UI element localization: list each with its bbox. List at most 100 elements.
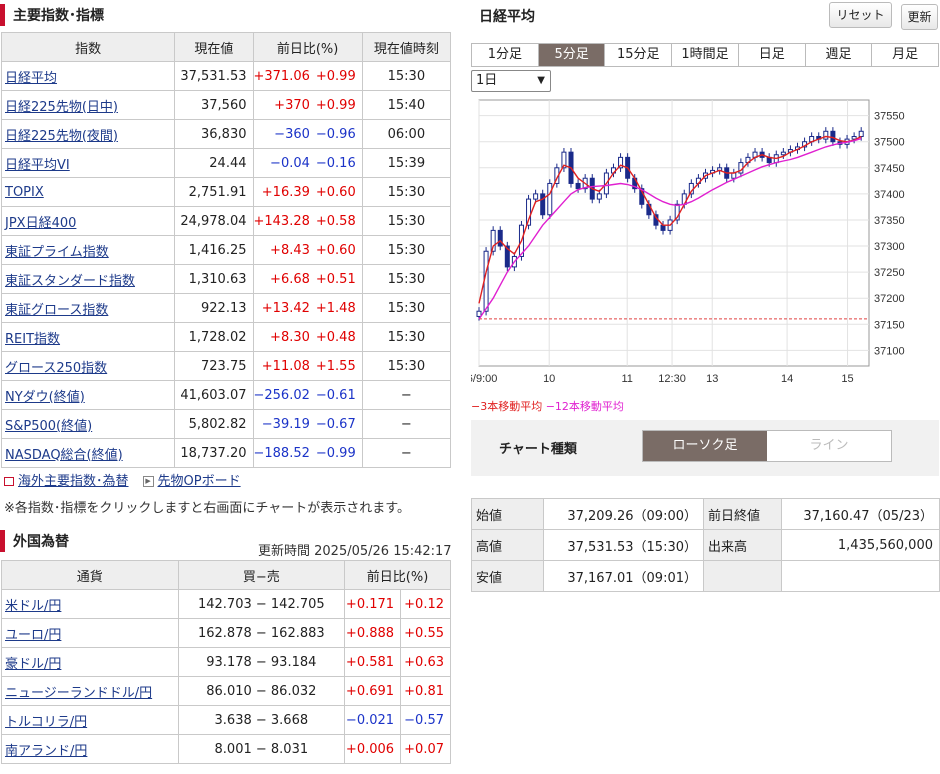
bid-ask: 8.001 − 8.031 (177, 734, 346, 764)
table-row[interactable]: 日経225先物(夜間) 36,830 −360 −0.96 06:00 (0, 119, 452, 149)
index-link[interactable]: JPX日経400 (5, 215, 77, 231)
index-value: 2,751.91 (174, 177, 254, 207)
fx-title: 外国為替 (13, 534, 69, 550)
tab-timeframe[interactable]: 5分足 (538, 44, 606, 66)
candle-type-button[interactable]: ローソク足 (643, 431, 767, 461)
index-time: − (361, 380, 452, 410)
table-row[interactable]: S&P500(終値) 5,802.82 −39.19 −0.67− (0, 409, 452, 439)
currency-link[interactable]: ニュージーランドドル/円 (5, 685, 153, 701)
index-link[interactable]: 日経平均VI (5, 157, 70, 173)
index-change: −39.19 (252, 409, 316, 439)
index-link[interactable]: 日経平均 (5, 70, 58, 86)
currency-link[interactable]: 米ドル/円 (5, 598, 62, 614)
indices-title: 主要指数･指標 (13, 8, 104, 24)
index-time: − (361, 409, 452, 439)
fx-change: −0.021 (344, 705, 402, 735)
table-row[interactable]: 東証プライム指数 1,416.25 +8.43 +0.60 15:30 (0, 235, 452, 265)
index-change-pct: +0.60 (315, 177, 363, 207)
table-row[interactable]: 日経平均 37,531.53 +371.06 +0.99 15:30 (0, 61, 452, 91)
table-row[interactable]: TOPIX 2,751.91 +16.39 +0.60 15:30 (0, 177, 452, 207)
prev-close-label: 前日終値 (703, 498, 782, 530)
table-row[interactable]: 東証グロース指数 922.13 +13.42 +1.48 15:30 (0, 293, 452, 323)
fx-update-time: 更新時間 2025/05/26 15:42:17 (258, 544, 452, 559)
table-row[interactable]: ユーロ/円 162.878 − 162.883 +0.888 +0.55 (1, 618, 451, 648)
index-change: +16.39 (252, 177, 316, 207)
index-change: −256.02 (252, 380, 316, 410)
currency-link[interactable]: 豪ドル/円 (5, 656, 62, 672)
index-time: 15:30 (361, 206, 452, 236)
index-link[interactable]: NYダウ(終値) (5, 389, 85, 405)
chart-type-toggle: ローソク足 ライン (642, 430, 892, 462)
col-header-bidask: 買−売 (177, 560, 346, 590)
table-row[interactable]: グロース250指数 723.75 +11.08 +1.55 15:30 (0, 351, 452, 381)
table-row[interactable]: ニュージーランドドル/円 86.010 − 86.032 +0.691 +0.81 (1, 676, 451, 706)
currency-name-cell: トルコリラ/円 (1, 705, 179, 735)
index-change-pct: +0.99 (315, 90, 363, 120)
fx-change-pct: +0.55 (400, 618, 451, 648)
range-select[interactable]: 1日 ▼ (471, 70, 551, 92)
tab-timeframe[interactable]: 日足 (738, 44, 806, 66)
tab-timeframe[interactable]: 1時間足 (672, 44, 739, 66)
sub-links: 海外主要指数･為替 ▶ 先物OPボード (4, 470, 241, 489)
futures-board-link[interactable]: 先物OPボード (157, 474, 241, 489)
range-select-value: 1日 (476, 73, 498, 88)
y-tick-label: 37250 (874, 267, 905, 279)
index-link[interactable]: グロース250指数 (5, 360, 108, 376)
reset-button[interactable]: リセット (829, 2, 892, 28)
x-tick-label: 11 (621, 373, 632, 385)
table-row[interactable]: REIT指数 1,728.02 +8.30 +0.48 15:30 (0, 322, 452, 352)
currency-link[interactable]: トルコリラ/円 (5, 714, 88, 730)
table-row[interactable]: NASDAQ総合(終値) 18,737.20 −188.52 −0.99− (0, 438, 452, 468)
currency-name-cell: 豪ドル/円 (1, 647, 179, 677)
candle-body (674, 203, 680, 221)
table-row[interactable]: 日経平均VI 24.44 −0.04 −0.16 15:39 (0, 148, 452, 178)
table-row[interactable]: JPX日経400 24,978.04 +143.28 +0.58 15:30 (0, 206, 452, 236)
intraday-chart: 37550 37500 37450 37400 37350 37300 37250 37200… (471, 99, 905, 385)
currency-link[interactable]: 南アランド/円 (5, 743, 88, 759)
fx-change: +0.888 (344, 618, 402, 648)
fx-change: +0.006 (344, 734, 402, 764)
candle-body (639, 188, 645, 205)
tab-timeframe[interactable]: 15分足 (605, 44, 673, 66)
y-tick-label: 37350 (874, 215, 905, 227)
index-link[interactable]: 東証スタンダード指数 (5, 273, 136, 289)
indices-header: 主要指数･指標 (0, 3, 104, 27)
tab-timeframe[interactable]: 1分足 (472, 44, 539, 66)
table-row[interactable]: NYダウ(終値) 41,603.07 −256.02 −0.61− (0, 380, 452, 410)
refresh-button[interactable]: 更新 (901, 4, 938, 30)
chart-legend: −3本移動平均 −12本移動平均 (471, 398, 624, 414)
index-change-pct: +0.48 (315, 322, 363, 352)
chevron-down-icon: ▼ (537, 75, 545, 86)
table-row[interactable]: 日経225先物(日中) 37,560 +370 +0.99 15:40 (0, 90, 452, 120)
index-link[interactable]: NASDAQ総合(終値) (5, 447, 123, 463)
table-row[interactable]: 南アランド/円 8.001 − 8.031 +0.006 +0.07 (1, 734, 451, 764)
index-link[interactable]: REIT指数 (5, 331, 61, 347)
index-change: +11.08 (252, 351, 316, 381)
index-time: 15:30 (361, 235, 452, 265)
index-value: 37,560 (174, 90, 254, 120)
index-link[interactable]: 東証プライム指数 (5, 244, 109, 260)
chart-type-label: チャート種類 (499, 442, 577, 457)
index-value: 5,802.82 (174, 409, 254, 439)
tab-timeframe[interactable]: 週足 (805, 44, 873, 66)
tab-timeframe[interactable]: 月足 (872, 44, 939, 66)
index-link[interactable]: TOPIX (5, 184, 44, 200)
candle-body (823, 130, 829, 140)
index-link[interactable]: 日経225先物(夜間) (5, 128, 118, 144)
index-change: +13.42 (252, 293, 316, 323)
line-type-button[interactable]: ライン (809, 438, 849, 453)
index-change-pct: −0.99 (315, 438, 363, 468)
index-value: 1,310.63 (174, 264, 254, 294)
table-row[interactable]: 豪ドル/円 93.178 − 93.184 +0.581 +0.63 (1, 647, 451, 677)
overseas-link[interactable]: 海外主要指数･為替 (18, 474, 129, 489)
table-row[interactable]: 東証スタンダード指数 1,310.63 +6.68 +0.51 15:30 (0, 264, 452, 294)
index-link[interactable]: 日経225先物(日中) (5, 99, 118, 115)
section-marker (0, 530, 5, 552)
index-name-cell: S&P500(終値) (0, 409, 176, 439)
x-tick-label: 10 (543, 373, 555, 385)
table-row[interactable]: 米ドル/円 142.703 − 142.705 +0.171 +0.12 (1, 589, 451, 619)
index-link[interactable]: 東証グロース指数 (5, 302, 109, 318)
table-row[interactable]: トルコリラ/円 3.638 − 3.668 −0.021 −0.57 (1, 705, 451, 735)
currency-link[interactable]: ユーロ/円 (5, 627, 62, 643)
index-link[interactable]: S&P500(終値) (5, 418, 93, 434)
